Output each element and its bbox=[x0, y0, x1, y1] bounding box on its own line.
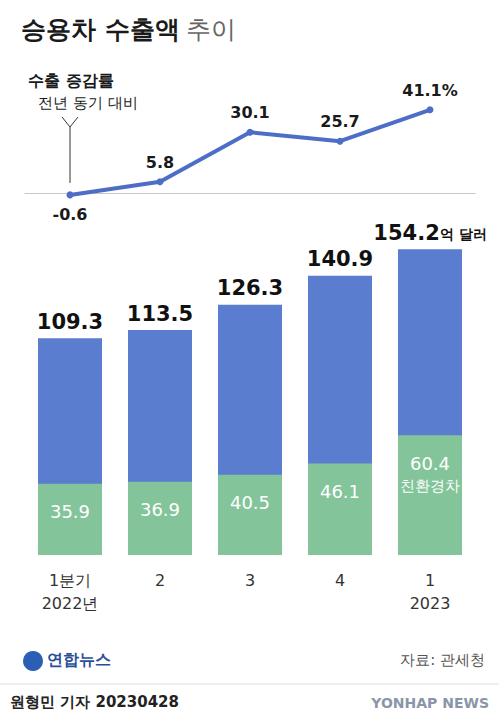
svg-text:자료: 관세청: 자료: 관세청 bbox=[400, 651, 485, 669]
svg-text:3: 3 bbox=[245, 571, 255, 590]
svg-text:수출 증감률: 수출 증감률 bbox=[28, 71, 114, 90]
svg-text:109.3: 109.3 bbox=[37, 310, 103, 334]
svg-text:승용차 수출액: 승용차 수출액 bbox=[21, 15, 180, 44]
svg-text:-0.6: -0.6 bbox=[53, 205, 88, 224]
svg-text:25.7: 25.7 bbox=[320, 112, 359, 131]
svg-text:126.3: 126.3 bbox=[217, 276, 283, 300]
svg-text:YONHAP NEWS: YONHAP NEWS bbox=[370, 695, 489, 711]
svg-text:전년 동기 대비: 전년 동기 대비 bbox=[38, 94, 138, 112]
svg-text:140.9: 140.9 bbox=[307, 247, 373, 271]
svg-text:154.2: 154.2 bbox=[373, 221, 439, 245]
svg-text:36.9: 36.9 bbox=[140, 499, 180, 520]
svg-text:30.1: 30.1 bbox=[230, 103, 269, 122]
svg-text:40.5: 40.5 bbox=[230, 492, 270, 513]
svg-text:2022년: 2022년 bbox=[42, 594, 99, 613]
svg-text:5.8: 5.8 bbox=[146, 153, 174, 172]
svg-text:친환경차: 친환경차 bbox=[400, 477, 460, 495]
svg-text:41.1%: 41.1% bbox=[402, 81, 458, 100]
svg-text:35.9: 35.9 bbox=[50, 501, 90, 522]
svg-text:4: 4 bbox=[335, 571, 345, 590]
svg-text:113.5: 113.5 bbox=[127, 302, 193, 326]
svg-text:2: 2 bbox=[155, 571, 165, 590]
svg-text:46.1: 46.1 bbox=[320, 481, 360, 502]
svg-text:60.4: 60.4 bbox=[410, 453, 450, 474]
svg-text:2023: 2023 bbox=[410, 594, 451, 613]
svg-text:1분기: 1분기 bbox=[49, 571, 91, 590]
svg-text:원형민 기자 20230428: 원형민 기자 20230428 bbox=[10, 693, 179, 711]
svg-text:억 달러: 억 달러 bbox=[440, 226, 487, 242]
svg-text:1: 1 bbox=[425, 571, 435, 590]
svg-text:추이: 추이 bbox=[186, 15, 236, 44]
svg-text:연합뉴스: 연합뉴스 bbox=[47, 650, 111, 669]
